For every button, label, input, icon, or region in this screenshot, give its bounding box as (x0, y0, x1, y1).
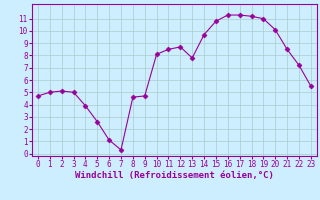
X-axis label: Windchill (Refroidissement éolien,°C): Windchill (Refroidissement éolien,°C) (75, 171, 274, 180)
